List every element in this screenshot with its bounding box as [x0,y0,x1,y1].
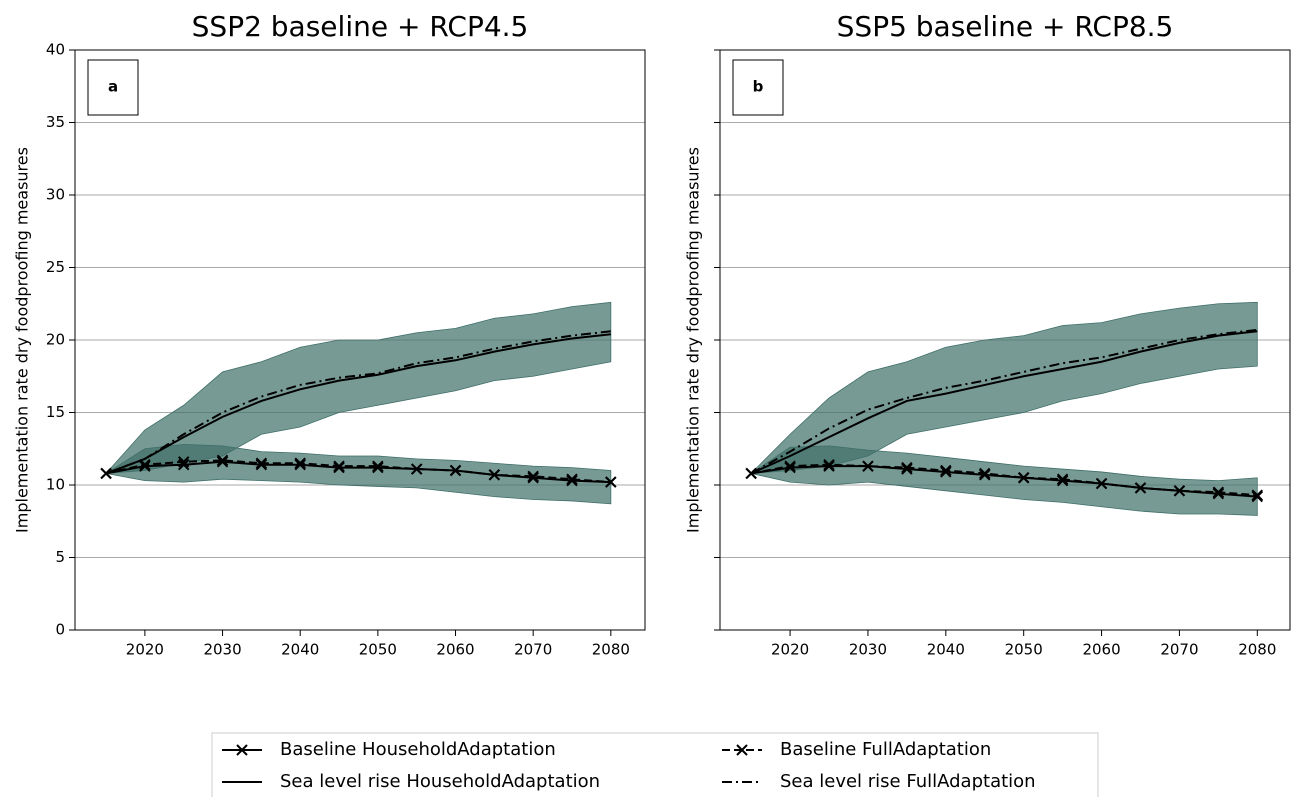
y-tick-label: 30 [46,186,65,204]
chart-title: SSP2 baseline + RCP4.5 [192,10,529,43]
series-line [750,328,1258,475]
y-tick-label: 20 [46,331,65,349]
panel-label-box [732,59,784,116]
series-marker [178,456,190,468]
x-tick-label: 2020 [126,641,164,659]
series-marker [566,474,578,487]
series-marker [1212,487,1225,500]
series-marker [784,460,796,472]
series-marker [1173,485,1186,497]
series-marker [823,458,835,471]
series-line [105,333,611,475]
series-marker [372,460,384,472]
series-marker [527,472,539,484]
legend-label: Sea level rise HouseholdAdaptation [280,771,600,792]
legend-box [211,732,1099,797]
y-tick-label: 15 [46,403,65,421]
y-tick-label: 10 [46,476,65,494]
series-marker [566,473,578,485]
series-marker [216,454,229,467]
series-marker [527,470,539,483]
series-marker [449,464,462,477]
x-tick-label: 2060 [1082,641,1120,659]
series-marker [1095,477,1108,490]
series-marker [216,456,229,468]
series-line [750,330,1258,475]
series-marker [605,476,617,488]
series-marker [1251,490,1264,503]
series-marker [1017,472,1030,484]
series-marker [488,469,501,481]
x-tick-label: 2080 [1238,641,1276,659]
legend-label: Sea level rise FullAdaptation [780,771,1036,792]
series-line [750,463,1258,497]
series-marker [294,458,306,471]
series-marker [823,460,835,472]
y-tick-label: 25 [46,258,65,276]
series-marker [979,467,991,480]
series-marker [255,457,268,469]
panel-label: b [753,78,764,96]
panel-label: a [108,78,118,96]
series-marker [333,461,345,474]
x-tick-label: 2080 [592,641,630,659]
series-line [105,330,611,475]
series-marker [901,461,913,474]
series-marker [139,460,151,472]
x-tick-label: 2070 [1160,641,1198,659]
x-tick-label: 2040 [927,641,965,659]
legend-label: Baseline HouseholdAdaptation [280,739,556,760]
series-marker [784,461,796,474]
x-tick-label: 2030 [203,641,241,659]
x-tick-label: 2060 [436,641,474,659]
series-marker [940,466,952,478]
x-tick-label: 2030 [849,641,887,659]
series-marker [1251,489,1264,501]
series-marker [410,463,423,475]
y-axis-label: Implementation rate dry foodproofing mea… [13,147,32,533]
y-tick-label: 0 [55,621,65,639]
plot-frame [74,49,646,631]
x-tick-label: 2020 [771,641,809,659]
series-line [105,460,611,484]
chart-title: SSP5 baseline + RCP8.5 [837,10,1174,43]
series-marker [372,461,384,474]
uncertainty-band [750,445,1258,516]
series-line [105,459,611,484]
series-marker [979,469,991,481]
legend-label: Baseline FullAdaptation [780,739,991,760]
x-tick-label: 2040 [281,641,319,659]
series-marker [901,463,913,475]
y-tick-label: 35 [46,113,65,131]
series-marker [1212,486,1225,498]
series-marker [294,457,306,469]
y-tick-label: 40 [46,41,65,59]
uncertainty-band [750,301,1258,474]
y-tick-label: 5 [55,548,65,566]
series-marker [862,460,874,472]
series-marker [1056,474,1069,487]
series-marker [940,464,952,477]
series-marker [1056,473,1069,485]
series-marker [333,460,345,472]
plot-frame [719,49,1291,631]
legend-marker [736,744,748,756]
panel-label-box [87,59,139,116]
legend-marker [236,744,248,756]
x-tick-label: 2070 [514,641,552,659]
y-axis-label: Implementation rate dry foodproofing mea… [684,147,703,533]
x-tick-label: 2050 [359,641,397,659]
series-marker [255,458,268,471]
series-marker [139,458,151,471]
x-tick-label: 2050 [1005,641,1043,659]
uncertainty-band [104,443,612,505]
series-marker [1134,482,1147,494]
